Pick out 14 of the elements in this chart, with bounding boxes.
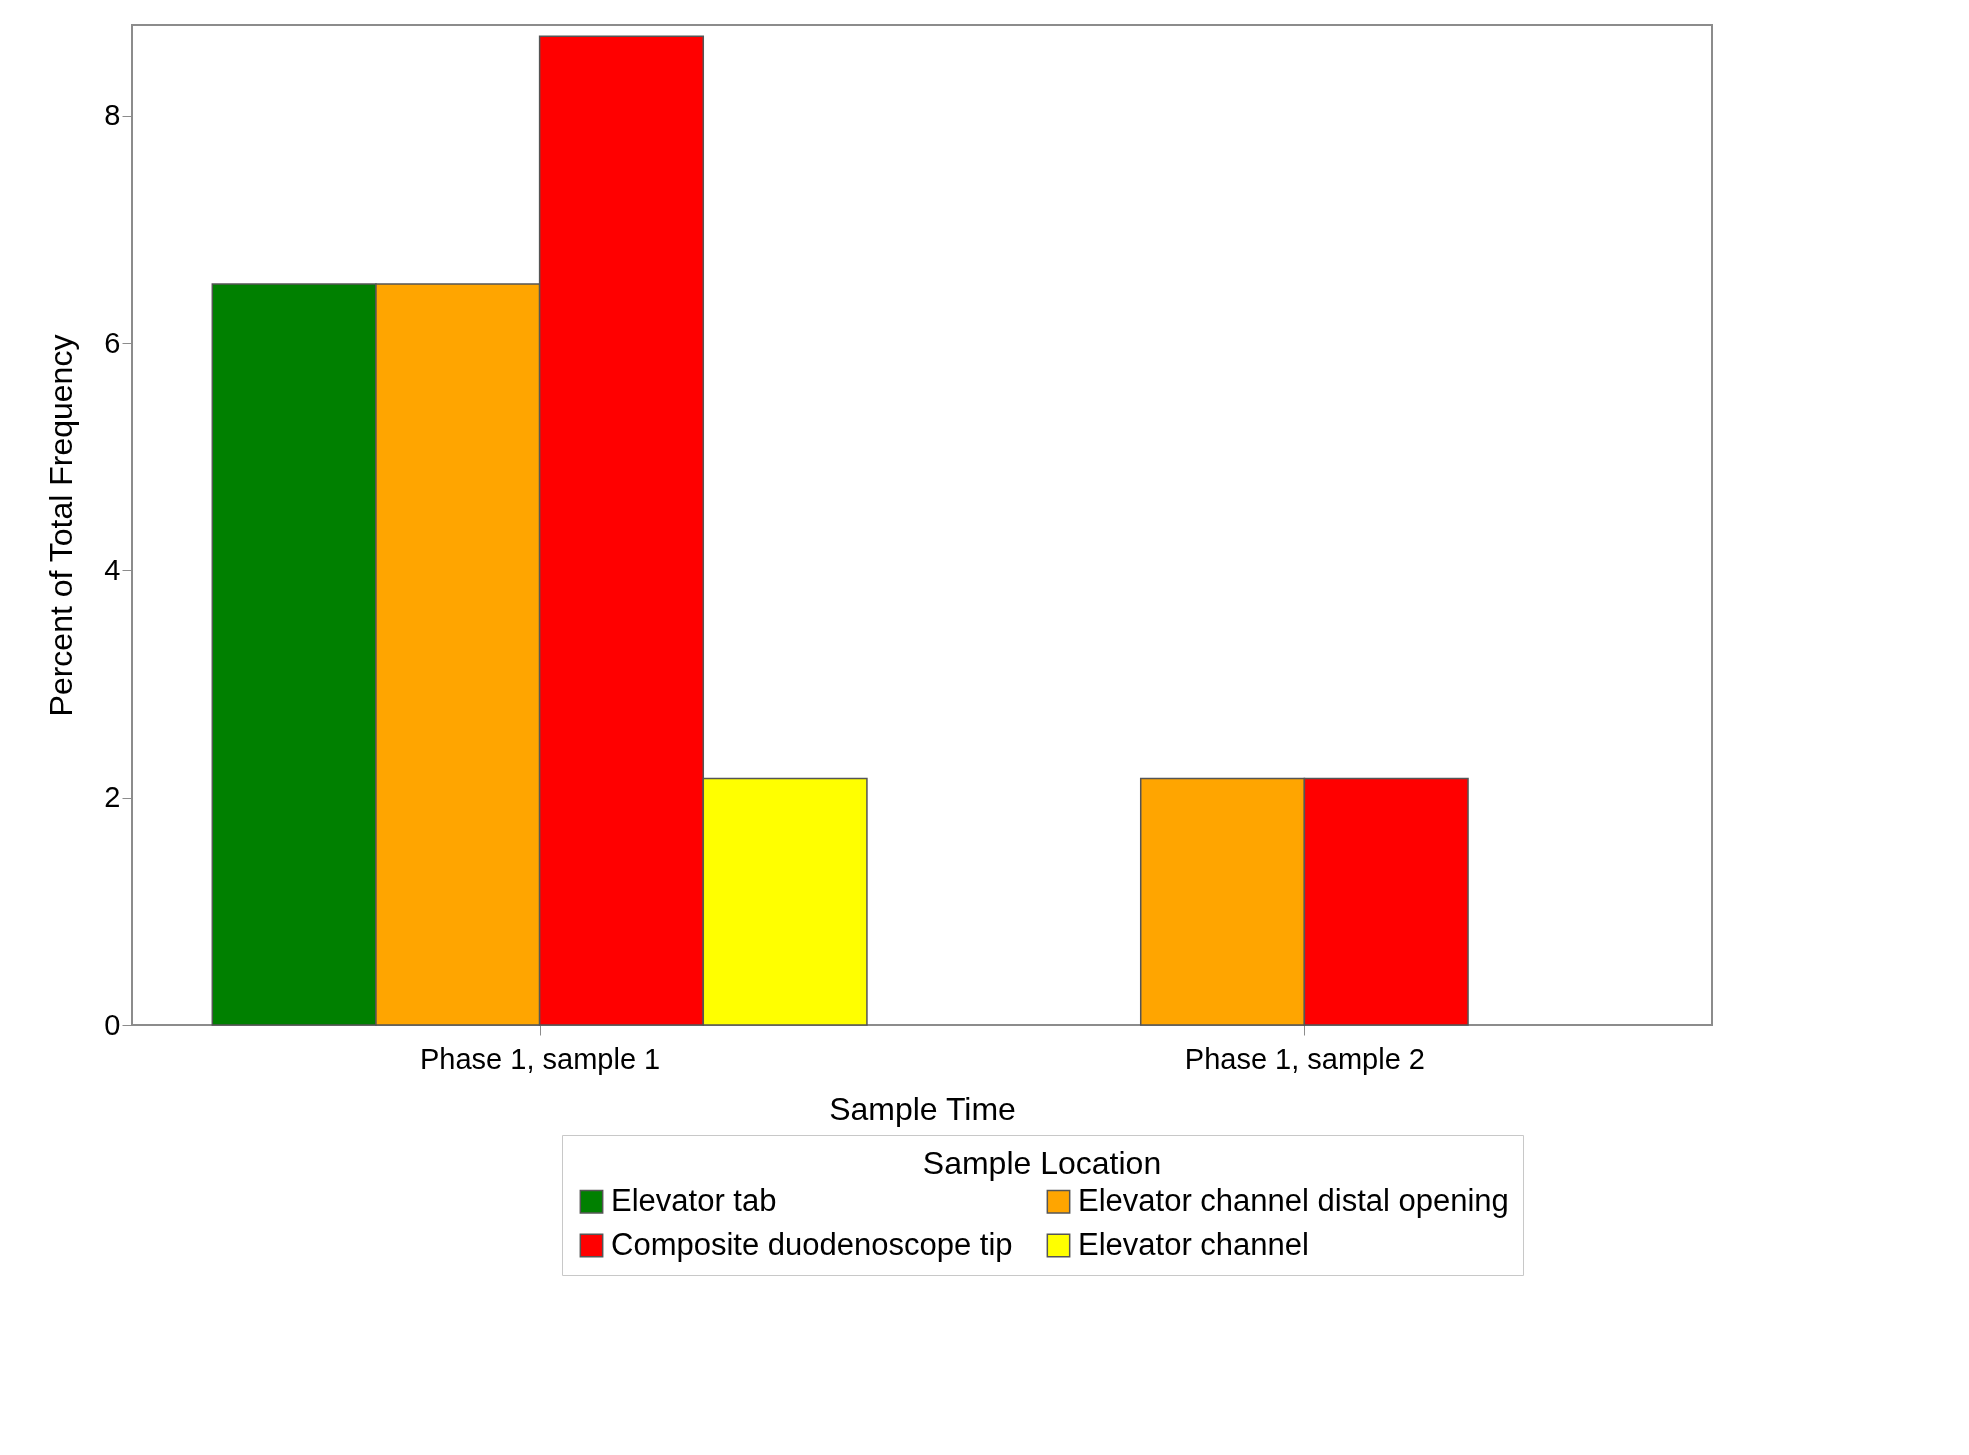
- y-tick-label: 4: [104, 553, 121, 586]
- y-axis-title: Percent of Total Frequency: [43, 334, 80, 717]
- y-tick-label: 2: [104, 781, 121, 814]
- x-axis-title: Sample Time: [829, 1090, 1016, 1127]
- x-tick-label: Phase 1, sample 2: [1184, 1042, 1425, 1075]
- legend-label: Elevator channel: [1078, 1226, 1309, 1262]
- legend-label: Elevator tab: [611, 1182, 777, 1218]
- legend-title: Sample Location: [922, 1145, 1162, 1181]
- y-tick-label: 8: [104, 99, 121, 132]
- legend-label: Elevator channel distal opening: [1078, 1182, 1509, 1218]
- y-tick-label: 0: [104, 1008, 121, 1041]
- y-tick-label: 6: [104, 326, 121, 359]
- legend-label: Composite duodenoscope tip: [611, 1226, 1013, 1262]
- x-tick-label: Phase 1, sample 1: [420, 1042, 661, 1075]
